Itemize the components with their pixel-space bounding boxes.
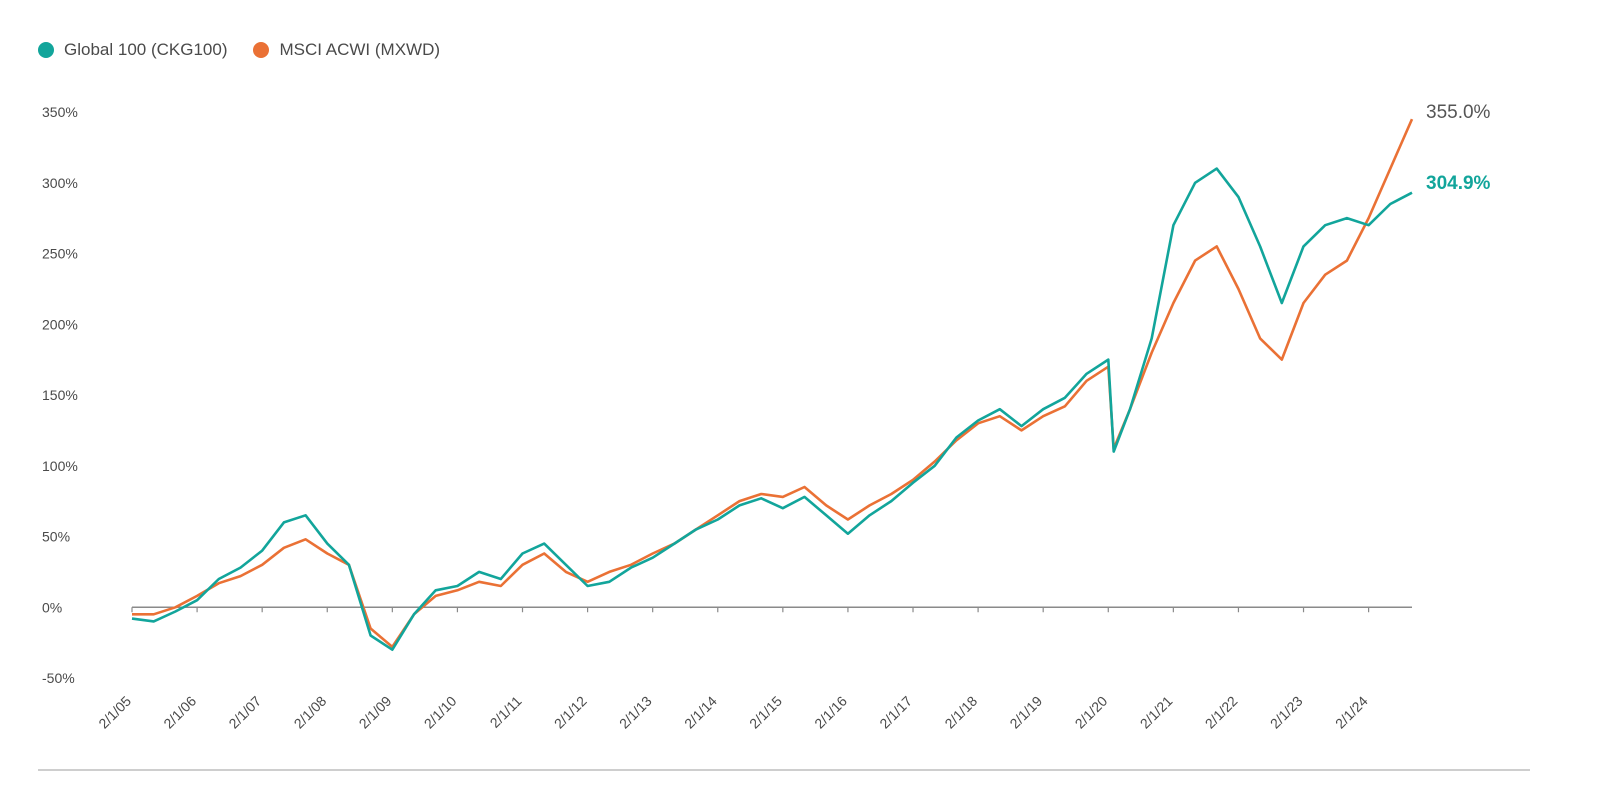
x-tick-label: 2/1/09 <box>356 693 395 732</box>
x-tick-label: 2/1/08 <box>291 693 330 732</box>
x-tick-label: 2/1/16 <box>811 693 850 732</box>
series-line-msci-acwi <box>132 118 1414 649</box>
y-tick-label: 150% <box>42 387 78 403</box>
x-tick-label: 2/1/05 <box>95 693 134 732</box>
x-tick-label: 2/1/19 <box>1006 693 1045 732</box>
x-tick-label: 2/1/17 <box>876 693 915 732</box>
x-tick-label: 2/1/20 <box>1072 693 1111 732</box>
x-tick-label: 2/1/23 <box>1267 693 1306 732</box>
x-tick-label: 2/1/22 <box>1202 693 1241 732</box>
legend-swatch-msci-acwi <box>253 42 270 58</box>
y-tick-label: 250% <box>42 246 78 262</box>
y-tick-label: 100% <box>42 458 78 474</box>
x-tick-label: 2/1/24 <box>1332 693 1371 732</box>
legend-swatch-global-100 <box>38 42 54 58</box>
x-tick-label: 2/1/12 <box>551 693 590 732</box>
y-tick-label: 200% <box>42 316 78 332</box>
legend-item-global-100: Global 100 (CKG100) <box>38 40 227 60</box>
series-layer <box>131 118 1414 652</box>
x-tick-label: 2/1/06 <box>160 693 199 732</box>
y-tick-label: 50% <box>42 529 70 545</box>
end-label-msci-acwi: 355.0% <box>1426 102 1491 123</box>
x-axis: 2/1/05 2/1/06 2/1/07 2/1/08 2/1/09 2/1/10 2/1/… <box>95 607 1371 732</box>
x-tick-label: 2/1/10 <box>421 693 460 732</box>
legend-label-global-100: Global 100 (CKG100) <box>64 40 228 59</box>
series-line-global-100 <box>131 167 1413 652</box>
x-tick-label: 2/1/13 <box>616 693 655 732</box>
y-axis: -50% 0% 50% 100% 150% 200% 250% 300% 350% <box>42 104 1412 686</box>
x-tick-label: 2/1/07 <box>225 693 264 732</box>
x-tick-label: 2/1/15 <box>746 693 785 732</box>
x-tick-label: 2/1/21 <box>1137 693 1176 732</box>
legend-item-msci-acwi: MSCI ACWI (MXWD) <box>253 40 440 60</box>
y-tick-label: 350% <box>42 104 78 120</box>
x-tick-label: 2/1/18 <box>941 693 980 732</box>
y-tick-label: 0% <box>42 599 62 615</box>
x-tick-label: 2/1/14 <box>681 693 720 732</box>
chart-legend: Global 100 (CKG100) MSCI ACWI (MXWD) <box>38 40 440 60</box>
legend-label-msci-acwi: MSCI ACWI (MXWD) <box>279 40 441 59</box>
end-label-global-100: 304.9% <box>1426 173 1491 194</box>
x-tick-label: 2/1/11 <box>487 693 525 731</box>
y-tick-label: -50% <box>42 670 75 686</box>
y-tick-label: 300% <box>42 175 78 191</box>
